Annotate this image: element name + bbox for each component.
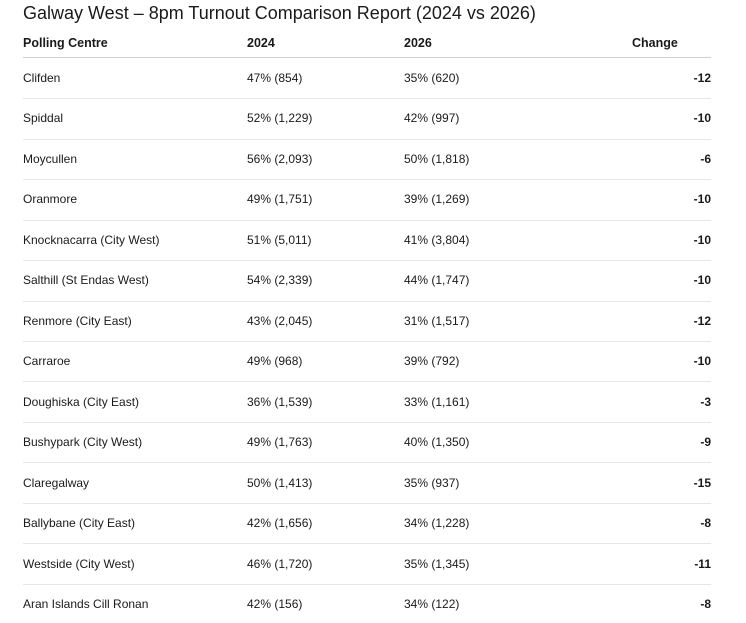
row-divider bbox=[23, 220, 711, 221]
table-cell: 39% (792) bbox=[404, 354, 460, 369]
table-cell: 47% (854) bbox=[247, 71, 303, 85]
table-cell: Ballybane (City East) bbox=[23, 516, 136, 531]
table-cell: 44% (1,747) bbox=[404, 273, 470, 288]
table-cell: Clifden bbox=[23, 71, 61, 85]
table-cell: 36% (1,539) bbox=[247, 394, 313, 409]
row-divider bbox=[23, 341, 711, 342]
change-cell: -9 bbox=[700, 435, 711, 450]
row-divider bbox=[23, 98, 711, 99]
table-cell: Aran Islands Cill Ronan bbox=[23, 596, 149, 611]
table-cell: Knocknacarra (City West) bbox=[23, 232, 160, 247]
row-divider bbox=[23, 179, 711, 180]
row-divider bbox=[23, 422, 711, 423]
table-cell: 51% (5,011) bbox=[247, 232, 312, 247]
change-cell: -8 bbox=[700, 516, 711, 531]
row-divider bbox=[23, 301, 711, 302]
table-cell: 42% (156) bbox=[247, 596, 303, 611]
row-divider bbox=[23, 543, 711, 544]
table-cell: Salthill (St Endas West) bbox=[23, 273, 149, 288]
table-cell: 31% (1,517) bbox=[404, 313, 470, 328]
row-divider bbox=[23, 381, 711, 382]
column-header: 2024 bbox=[247, 36, 275, 50]
table-cell: 49% (968) bbox=[247, 354, 303, 369]
table-cell: Westside (City West) bbox=[23, 556, 135, 571]
change-cell: -10 bbox=[693, 354, 711, 369]
header-divider bbox=[23, 57, 711, 58]
change-cell: -6 bbox=[700, 151, 711, 166]
table-cell: Spiddal bbox=[23, 111, 64, 126]
change-cell: -8 bbox=[700, 596, 711, 611]
table-cell: 50% (1,818) bbox=[404, 151, 470, 166]
change-cell: -3 bbox=[700, 394, 711, 409]
table-cell: Renmore (City East) bbox=[23, 313, 132, 328]
table-cell: 56% (2,093) bbox=[247, 151, 313, 166]
table-cell: 49% (1,763) bbox=[247, 435, 313, 450]
change-cell: -10 bbox=[693, 192, 711, 207]
change-cell: -15 bbox=[693, 475, 711, 490]
table-cell: Oranmore bbox=[23, 192, 78, 207]
table-cell: Doughiska (City East) bbox=[23, 394, 140, 409]
report-title: Galway West – 8pm Turnout Comparison Rep… bbox=[23, 3, 536, 23]
change-cell: -12 bbox=[693, 313, 711, 328]
table-cell: 52% (1,229) bbox=[247, 111, 313, 126]
table-cell: 33% (1,161) bbox=[404, 394, 470, 409]
table-cell: Carraroe bbox=[23, 354, 71, 369]
column-header: Polling Centre bbox=[23, 36, 108, 50]
row-divider bbox=[23, 139, 711, 140]
table-cell: 34% (1,228) bbox=[404, 516, 470, 531]
table-cell: Moycullen bbox=[23, 151, 78, 166]
table-cell: 42% (997) bbox=[404, 111, 460, 126]
table-cell: Claregalway bbox=[23, 475, 90, 490]
table-cell: 35% (620) bbox=[404, 71, 460, 85]
table-cell: 50% (1,413) bbox=[247, 475, 313, 490]
table-cell: Bushypark (City West) bbox=[23, 435, 143, 450]
table-cell: 54% (2,339) bbox=[247, 273, 313, 288]
row-divider bbox=[23, 503, 711, 504]
change-cell: -12 bbox=[693, 71, 711, 85]
table-cell: 46% (1,720) bbox=[247, 556, 313, 571]
row-divider bbox=[23, 584, 711, 585]
column-header: 2026 bbox=[404, 36, 432, 50]
table-cell: 43% (2,045) bbox=[247, 313, 313, 328]
change-cell: -10 bbox=[693, 273, 711, 288]
column-header: Change bbox=[632, 36, 678, 50]
change-cell: -10 bbox=[693, 111, 711, 126]
row-divider bbox=[23, 462, 711, 463]
table-cell: 34% (122) bbox=[404, 596, 460, 611]
table-cell: 39% (1,269) bbox=[404, 192, 470, 207]
change-cell: -11 bbox=[694, 556, 711, 571]
table-cell: 41% (3,804) bbox=[404, 232, 470, 247]
row-divider bbox=[23, 260, 711, 261]
table-cell: 35% (1,345) bbox=[404, 556, 470, 571]
table-cell: 49% (1,751) bbox=[247, 192, 313, 207]
change-cell: -10 bbox=[693, 232, 711, 247]
table-cell: 35% (937) bbox=[404, 475, 460, 490]
table-cell: 42% (1,656) bbox=[247, 516, 313, 531]
table-cell: 40% (1,350) bbox=[404, 435, 470, 450]
